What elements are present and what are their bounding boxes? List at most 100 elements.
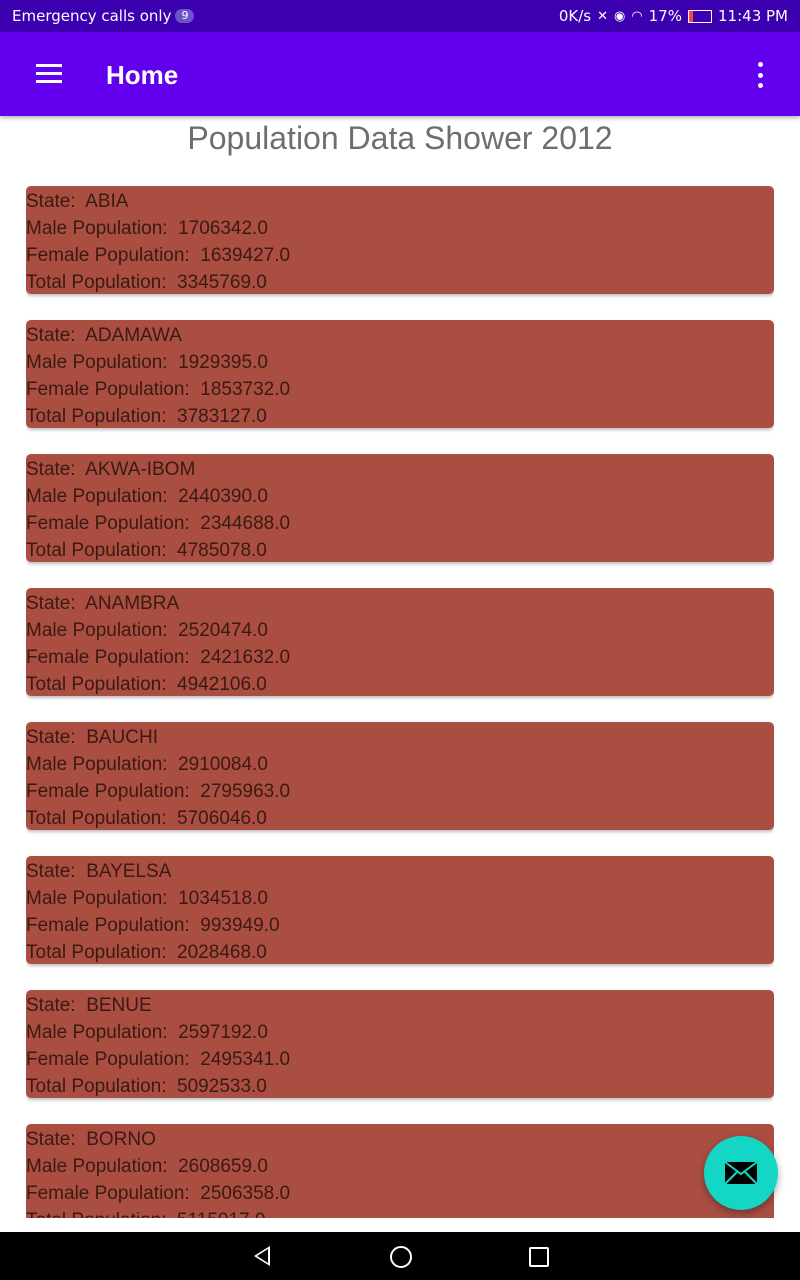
- email-fab-button[interactable]: [704, 1136, 778, 1210]
- population-card[interactable]: State: ADAMAWA Male Population: 1929395.0…: [26, 320, 774, 428]
- state-line-label: State:: [26, 727, 87, 748]
- female-population-line-value: 1639427.0: [200, 245, 291, 266]
- male-population-line-label: Male Population:: [26, 1156, 179, 1177]
- state-line: State: ADAMAWA: [26, 322, 774, 349]
- male-population-line-value: 2520474.0: [178, 620, 268, 641]
- state-line-value: BORNO: [86, 1129, 156, 1150]
- email-icon: [724, 1161, 758, 1185]
- female-population-line: Female Population: 2344688.0: [26, 510, 774, 537]
- home-icon[interactable]: [390, 1246, 412, 1268]
- female-population-line: Female Population: 993949.0: [26, 912, 774, 939]
- female-population-line: Female Population: 2495341.0: [26, 1046, 774, 1073]
- total-population-line-value: 4942106.0: [177, 674, 267, 695]
- female-population-line: Female Population: 2421632.0: [26, 644, 774, 671]
- battery-icon: [688, 9, 713, 23]
- total-population-line-value: 5706046.0: [177, 808, 267, 829]
- total-population-line-label: Total Population:: [26, 1076, 178, 1097]
- female-population-line-label: Female Population:: [26, 513, 201, 534]
- state-line-value: ANAMBRA: [85, 593, 180, 614]
- state-line-label: State:: [26, 325, 86, 346]
- population-list[interactable]: State: ABIA Male Population: 1706342.0 Fem…: [26, 186, 774, 1218]
- population-card[interactable]: State: BAUCHI Male Population: 2910084.0 F…: [26, 722, 774, 830]
- female-population-line-label: Female Population:: [26, 245, 201, 266]
- total-population-line: Total Population: 2028468.0: [26, 939, 774, 966]
- total-population-line-label: Total Population:: [26, 272, 178, 293]
- page-title: Population Data Shower 2012: [187, 120, 613, 156]
- male-population-line: Male Population: 2440390.0: [26, 483, 774, 510]
- male-population-line-value: 2440390.0: [178, 486, 268, 507]
- battery-percent: 17%: [648, 7, 683, 25]
- female-population-line-value: 2795963.0: [200, 781, 291, 802]
- eye-icon: ◉: [613, 8, 626, 24]
- female-population-line-label: Female Population:: [26, 915, 201, 936]
- total-population-line-label: Total Population:: [26, 808, 178, 829]
- male-population-line: Male Population: 1034518.0: [26, 885, 774, 912]
- male-population-line-value: 1929395.0: [178, 352, 268, 373]
- state-line: State: BORNO: [26, 1126, 774, 1153]
- clock: 11:43 PM: [718, 7, 788, 25]
- total-population-line: Total Population: 4942106.0: [26, 671, 774, 698]
- total-population-line-label: Total Population:: [26, 540, 178, 561]
- hamburger-menu-icon[interactable]: [36, 64, 62, 84]
- state-line-value: BAUCHI: [86, 727, 158, 748]
- female-population-line-value: 2344688.0: [200, 513, 291, 534]
- total-population-line-value: 5115017.0: [177, 1210, 265, 1218]
- population-card[interactable]: State: ABIA Male Population: 1706342.0 Fem…: [26, 186, 774, 294]
- population-card[interactable]: State: BAYELSA Male Population: 1034518.0…: [26, 856, 774, 964]
- network-speed: 0K/s: [558, 7, 592, 25]
- state-line-label: State:: [26, 995, 87, 1016]
- state-line-label: State:: [26, 593, 86, 614]
- female-population-line: Female Population: 2506358.0: [26, 1180, 774, 1207]
- total-population-line-label: Total Population:: [26, 942, 178, 963]
- carrier-text: Emergency calls only: [12, 7, 172, 25]
- male-population-line: Male Population: 2910084.0: [26, 751, 774, 778]
- state-line-value: ABIA: [85, 191, 129, 212]
- state-line: State: BAYELSA: [26, 858, 774, 885]
- male-population-line: Male Population: 1929395.0: [26, 349, 774, 376]
- state-line: State: BENUE: [26, 992, 774, 1019]
- total-population-line-value: 3345769.0: [177, 272, 267, 293]
- population-card[interactable]: State: BORNO Male Population: 2608659.0 Fe…: [26, 1124, 774, 1218]
- female-population-line-label: Female Population:: [26, 379, 201, 400]
- population-card[interactable]: State: ANAMBRA Male Population: 2520474.0…: [26, 588, 774, 696]
- navigation-bar: [0, 1232, 800, 1280]
- total-population-line-label: Total Population:: [26, 406, 178, 427]
- male-population-line-value: 1034518.0: [178, 888, 268, 909]
- female-population-line: Female Population: 1853732.0: [26, 376, 774, 403]
- female-population-line-label: Female Population:: [26, 647, 201, 668]
- female-population-line-label: Female Population:: [26, 1049, 201, 1070]
- female-population-line-value: 2495341.0: [200, 1049, 291, 1070]
- female-population-line: Female Population: 1639427.0: [26, 242, 774, 269]
- mute-icon: ✕: [597, 8, 608, 24]
- total-population-line: Total Population: 5706046.0: [26, 805, 774, 832]
- total-population-line-value: 3783127.0: [177, 406, 267, 427]
- total-population-line-value: 4785078.0: [177, 540, 267, 561]
- male-population-line-value: 2910084.0: [178, 754, 268, 775]
- state-line-value: BENUE: [86, 995, 152, 1016]
- total-population-line: Total Population: 3783127.0: [26, 403, 774, 430]
- total-population-line-value: 5092533.0: [177, 1076, 267, 1097]
- male-population-line-value: 2608659.0: [178, 1156, 268, 1177]
- state-line: State: ABIA: [26, 188, 774, 215]
- total-population-line: Total Population: 5115017.0: [26, 1207, 774, 1218]
- female-population-line-value: 1853732.0: [200, 379, 291, 400]
- total-population-line-value: 2028468.0: [177, 942, 267, 963]
- total-population-line-label: Total Population:: [26, 674, 178, 695]
- population-card[interactable]: State: AKWA-IBOM Male Population: 2440390…: [26, 454, 774, 562]
- state-line: State: BAUCHI: [26, 724, 774, 751]
- female-population-line-value: 2421632.0: [200, 647, 291, 668]
- male-population-line-label: Male Population:: [26, 754, 179, 775]
- male-population-line: Male Population: 2608659.0: [26, 1153, 774, 1180]
- female-population-line-label: Female Population:: [26, 781, 201, 802]
- back-icon[interactable]: [254, 1246, 270, 1266]
- total-population-line: Total Population: 3345769.0: [26, 269, 774, 296]
- state-line: State: AKWA-IBOM: [26, 456, 774, 483]
- state-line-value: AKWA-IBOM: [85, 459, 196, 480]
- more-vert-icon[interactable]: [750, 62, 770, 88]
- population-card[interactable]: State: BENUE Male Population: 2597192.0 Fe…: [26, 990, 774, 1098]
- male-population-line-label: Male Population:: [26, 486, 179, 507]
- male-population-line: Male Population: 2520474.0: [26, 617, 774, 644]
- recents-icon[interactable]: [529, 1247, 549, 1267]
- state-line-label: State:: [26, 861, 87, 882]
- male-population-line-label: Male Population:: [26, 888, 179, 909]
